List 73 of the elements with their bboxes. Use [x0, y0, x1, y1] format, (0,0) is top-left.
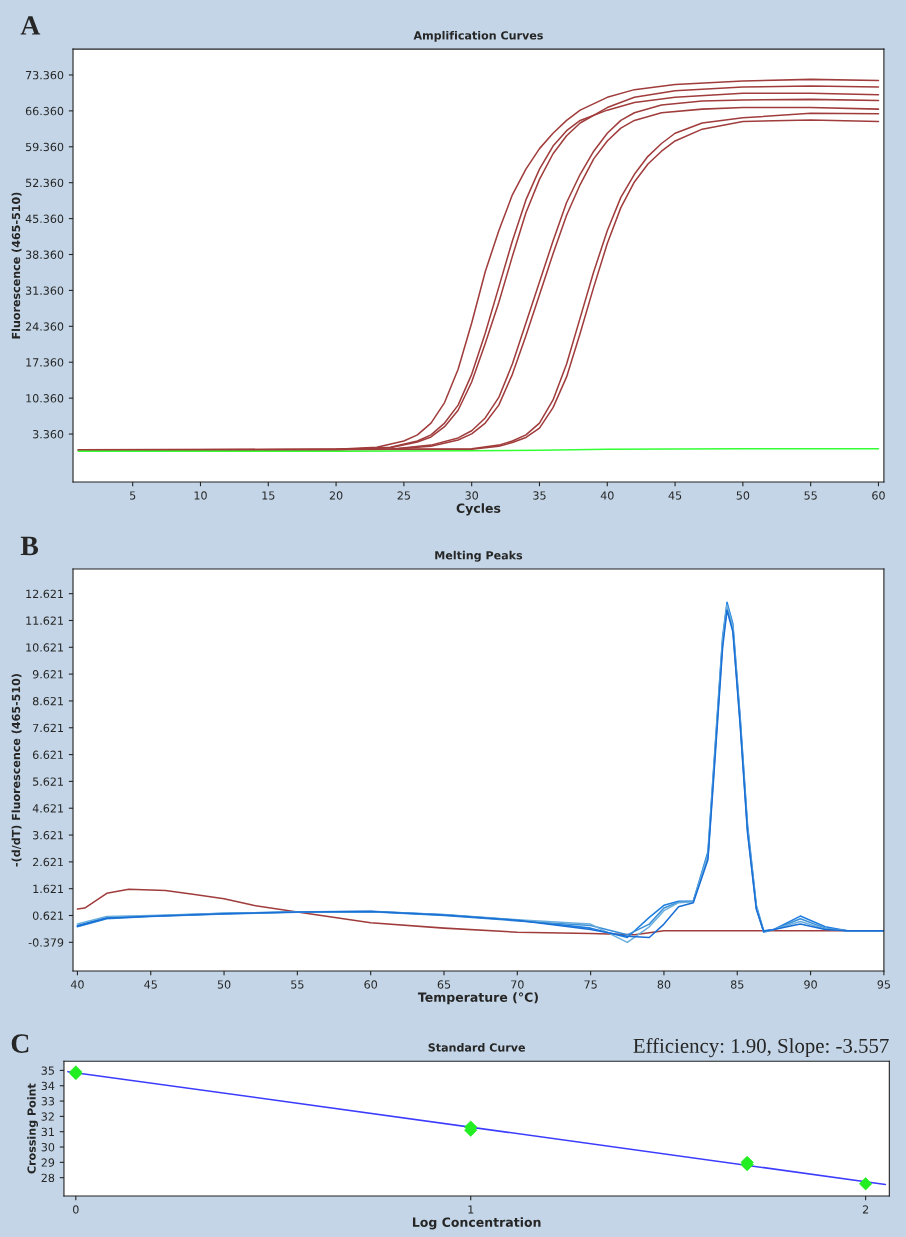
- y-tick-label: 17.360: [26, 358, 64, 367]
- y-axis-title: -(d/dT) Fluorescence (465-510): [11, 674, 22, 867]
- x-tick-label: 80: [657, 980, 671, 989]
- x-tick-label: 45: [144, 980, 157, 989]
- x-tick-label: 90: [804, 980, 817, 989]
- text: C: [11, 1034, 29, 1053]
- y-tick-label: 66.360: [25, 106, 64, 116]
- y-tick-label: 0.621: [32, 911, 63, 920]
- x-tick-label: 2: [862, 1205, 869, 1214]
- y-tick-label: 24.360: [25, 322, 64, 331]
- y-tick-label: 29: [41, 1158, 55, 1167]
- x-tick-label: 55: [804, 491, 817, 500]
- y-tick-label: 28: [41, 1173, 55, 1183]
- x-axis-title: Cycles: [456, 503, 501, 516]
- x-tick-label: 25: [397, 491, 410, 500]
- chart-title: Melting Peaks: [435, 550, 523, 562]
- y-tick-label: 2.621: [33, 857, 63, 867]
- x-tick-label: 85: [730, 980, 744, 989]
- x-tick-label: 10: [194, 491, 207, 500]
- x-tick-label: 15: [262, 491, 275, 500]
- y-tick-label: 4.621: [32, 804, 63, 813]
- y-tick-label: 31: [41, 1127, 54, 1137]
- y-tick-label: 30: [41, 1143, 55, 1152]
- x-tick-label: 70: [511, 980, 524, 989]
- y-tick-label: 6.621: [32, 750, 63, 759]
- y-tick-label: 7.621: [33, 723, 63, 733]
- x-tick-label: 55: [291, 980, 304, 989]
- text: B: [20, 536, 39, 556]
- y-tick-label: 34: [41, 1081, 55, 1091]
- x-tick-label: 40: [600, 491, 614, 500]
- y-tick-label: 73.360: [26, 70, 64, 80]
- chart-title: Amplification Curves: [413, 30, 543, 42]
- y-tick-label: 3.621: [33, 831, 63, 840]
- x-axis-title: Temperature (°C): [417, 992, 538, 1005]
- y-tick-label: 1.621: [33, 884, 63, 894]
- y-tick-label: 35: [41, 1066, 54, 1075]
- x-tick-label: 50: [736, 491, 750, 500]
- y-axis-title: Crossing Point: [27, 1083, 39, 1174]
- y-tick-label: 59.360: [25, 142, 64, 152]
- x-tick-label: 40: [70, 980, 84, 989]
- text: A: [20, 16, 41, 35]
- y-axis-title: Fluorescence (465-510): [11, 192, 22, 339]
- y-tick-label: 9.621: [32, 670, 63, 679]
- x-tick-label: 60: [872, 491, 885, 500]
- y-tick-label: 33: [41, 1097, 55, 1106]
- x-tick-label: 35: [533, 491, 546, 500]
- x-tick-label: 65: [437, 980, 451, 989]
- y-tick-label: 12.621: [26, 589, 63, 599]
- y-tick-label: 10.360: [26, 394, 64, 403]
- y-tick-label: 8.621: [32, 696, 63, 706]
- x-tick-label: 60: [364, 980, 378, 989]
- y-tick-label: 11.621: [26, 616, 63, 625]
- y-tick-label: 38.360: [25, 250, 64, 259]
- y-tick-label: 52.360: [25, 178, 64, 188]
- x-tick-label: 75: [584, 980, 597, 989]
- y-tick-label: 32: [41, 1112, 54, 1121]
- x-tick-label: 0: [73, 1205, 79, 1214]
- x-tick-label: 1: [468, 1205, 474, 1214]
- text: Efficiency: 1.90, Slope: -3.557: [633, 1038, 889, 1058]
- y-tick-label: 10.621: [26, 643, 63, 652]
- x-axis-title: Log Concentration: [412, 1217, 541, 1230]
- x-tick-label: 5: [130, 491, 136, 500]
- x-tick-label: 95: [877, 980, 890, 989]
- y-tick-label: 5.621: [33, 777, 63, 786]
- y-tick-label: 31.360: [25, 286, 64, 295]
- x-tick-label: 50: [217, 980, 231, 989]
- x-tick-label: 30: [465, 491, 479, 500]
- y-tick-label: -0.379: [28, 938, 64, 947]
- x-tick-label: 20: [329, 491, 343, 500]
- chart-title: Standard Curve: [428, 1043, 526, 1052]
- y-tick-label: 3.360: [33, 430, 64, 439]
- x-tick-label: 45: [668, 491, 682, 500]
- y-tick-label: 45.360: [25, 214, 64, 223]
